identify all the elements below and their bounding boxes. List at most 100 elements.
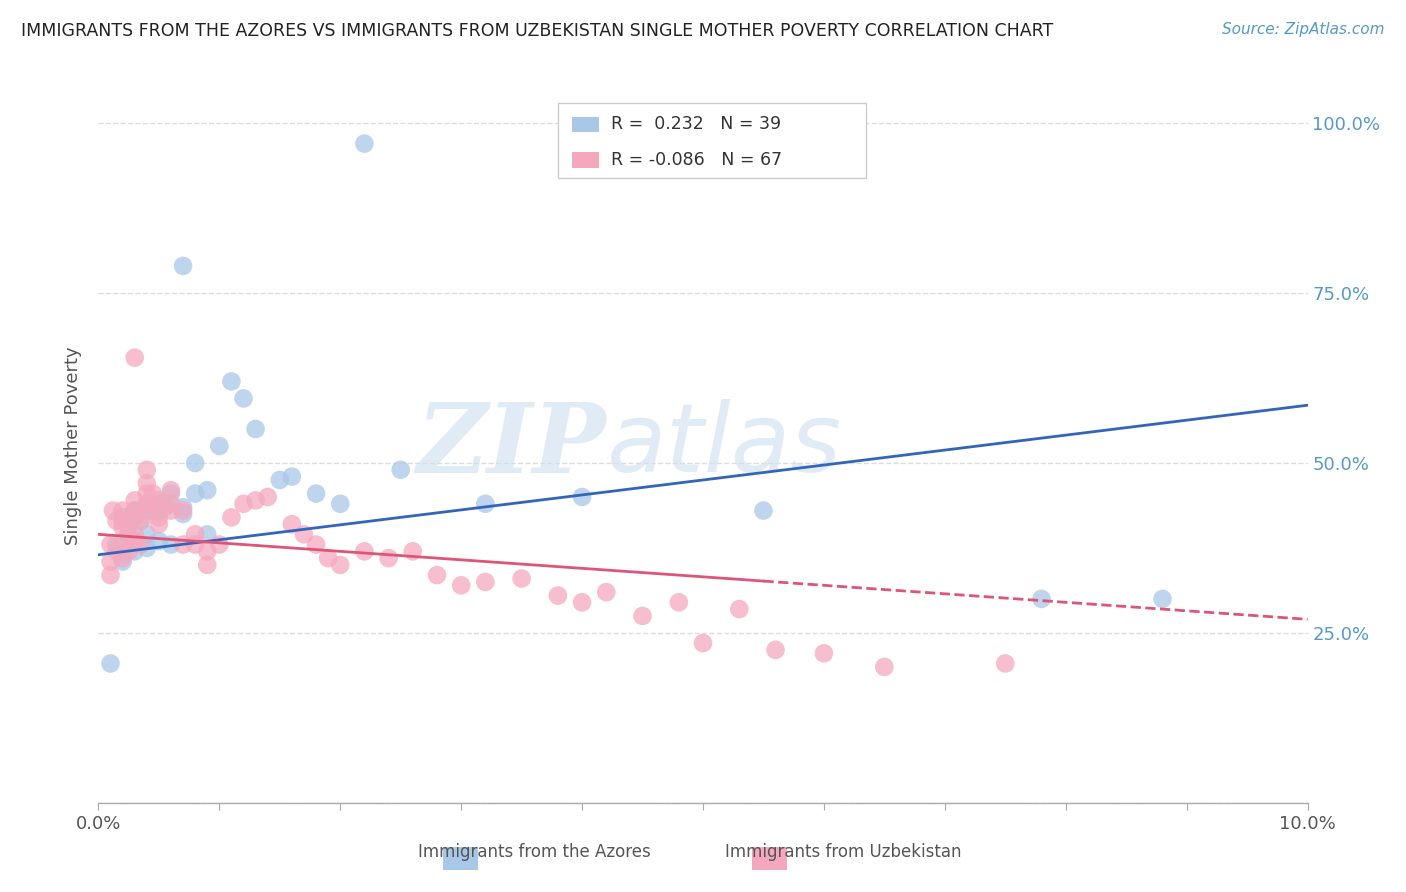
Point (474, 497, 496, 511)
Point (353, 544, 375, 558)
Point (728, 602, 751, 616)
Point (135, 497, 157, 511)
FancyBboxPatch shape (572, 152, 599, 168)
Point (100, 555, 122, 569)
Point (221, 375, 243, 389)
Point (135, 527, 157, 541)
Point (305, 486, 328, 500)
Text: R =  0.232   N = 39: R = 0.232 N = 39 (612, 115, 782, 134)
Point (135, 476, 157, 491)
Point (172, 259, 194, 273)
Point (100, 537, 122, 551)
Point (142, 486, 165, 500)
Text: Immigrants from the Azores: Immigrants from the Azores (418, 843, 651, 861)
Point (160, 497, 183, 511)
Point (153, 500, 176, 515)
Text: ZIP: ZIP (416, 399, 606, 493)
Point (245, 422, 267, 436)
Point (474, 574, 496, 589)
Point (994, 657, 1017, 671)
Point (184, 537, 207, 551)
Text: Source: ZipAtlas.com: Source: ZipAtlas.com (1222, 22, 1385, 37)
Point (692, 636, 714, 650)
Point (124, 510, 146, 524)
Point (111, 555, 134, 569)
Point (118, 544, 141, 558)
Point (813, 646, 835, 660)
Point (148, 497, 170, 511)
Point (232, 497, 254, 511)
Text: IMMIGRANTS FROM THE AZORES VS IMMIGRANTS FROM UZBEKISTAN SINGLE MOTHER POVERTY C: IMMIGRANTS FROM THE AZORES VS IMMIGRANTS… (21, 22, 1053, 40)
Point (124, 351, 146, 365)
Point (172, 503, 194, 517)
Point (111, 551, 134, 566)
Point (124, 503, 146, 517)
Point (195, 527, 218, 541)
Point (100, 568, 122, 582)
Point (195, 483, 218, 498)
FancyBboxPatch shape (572, 117, 599, 132)
Point (184, 456, 207, 470)
Point (111, 520, 134, 534)
Point (765, 643, 787, 657)
Point (208, 439, 231, 453)
Point (124, 544, 146, 558)
Point (129, 514, 152, 528)
Point (316, 551, 339, 566)
Y-axis label: Single Mother Poverty: Single Mother Poverty (65, 347, 83, 545)
Point (105, 537, 128, 551)
Point (135, 500, 157, 515)
Point (256, 490, 278, 504)
Point (148, 534, 170, 549)
Point (208, 537, 231, 551)
Point (160, 483, 183, 498)
Point (1031, 591, 1053, 606)
Point (510, 572, 533, 586)
Point (184, 486, 207, 500)
Point (135, 463, 157, 477)
Point (195, 544, 218, 558)
Point (105, 544, 128, 558)
Point (245, 493, 267, 508)
Point (221, 510, 243, 524)
Point (124, 510, 146, 524)
Point (124, 527, 146, 541)
Point (129, 514, 152, 528)
Point (135, 503, 157, 517)
Point (195, 558, 218, 572)
Point (135, 486, 157, 500)
Point (148, 503, 170, 517)
Point (148, 510, 170, 524)
Point (232, 392, 254, 406)
Point (281, 517, 304, 532)
Point (172, 507, 194, 521)
Point (124, 493, 146, 508)
Point (100, 657, 122, 671)
Point (172, 537, 194, 551)
Point (571, 595, 593, 609)
Point (105, 514, 128, 528)
Point (595, 585, 617, 599)
Point (1152, 591, 1174, 606)
Point (377, 551, 399, 566)
Point (353, 136, 375, 151)
Point (148, 493, 170, 508)
Text: R = -0.086   N = 67: R = -0.086 N = 67 (612, 151, 782, 169)
Point (172, 500, 194, 515)
Point (101, 503, 124, 517)
Point (269, 473, 291, 487)
Point (292, 527, 315, 541)
Point (148, 500, 170, 515)
Point (111, 537, 134, 551)
Point (668, 595, 690, 609)
Text: atlas: atlas (606, 400, 841, 492)
Point (281, 469, 304, 483)
Point (118, 527, 141, 541)
Point (124, 503, 146, 517)
Point (129, 537, 152, 551)
Point (184, 527, 207, 541)
Point (450, 578, 472, 592)
Point (873, 660, 896, 674)
Point (160, 503, 183, 517)
Point (571, 490, 593, 504)
